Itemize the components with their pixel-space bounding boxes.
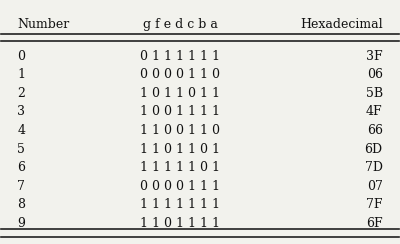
Text: 1 1 0 1 1 1 1: 1 1 0 1 1 1 1 — [140, 217, 220, 230]
Text: 5B: 5B — [366, 87, 383, 100]
Text: 6: 6 — [17, 161, 25, 174]
Text: 0 0 0 0 1 1 0: 0 0 0 0 1 1 0 — [140, 68, 220, 81]
Text: 1 1 1 1 1 0 1: 1 1 1 1 1 0 1 — [140, 161, 220, 174]
Text: 6D: 6D — [364, 142, 383, 155]
Text: 0: 0 — [17, 50, 25, 63]
Text: 0 0 0 0 1 1 1: 0 0 0 0 1 1 1 — [140, 180, 220, 193]
Text: 1 1 0 1 1 0 1: 1 1 0 1 1 0 1 — [140, 142, 220, 155]
Text: 66: 66 — [367, 124, 383, 137]
Text: 1 0 0 1 1 1 1: 1 0 0 1 1 1 1 — [140, 105, 220, 118]
Text: 1: 1 — [17, 68, 25, 81]
Text: 1 1 0 0 1 1 0: 1 1 0 0 1 1 0 — [140, 124, 220, 137]
Text: 7F: 7F — [366, 198, 383, 211]
Text: 7D: 7D — [365, 161, 383, 174]
Text: 6F: 6F — [366, 217, 383, 230]
Text: 1 1 1 1 1 1 1: 1 1 1 1 1 1 1 — [140, 198, 220, 211]
Text: 06: 06 — [367, 68, 383, 81]
Text: g f e d c b a: g f e d c b a — [143, 18, 218, 31]
Text: 9: 9 — [17, 217, 25, 230]
Text: 1 0 1 1 0 1 1: 1 0 1 1 0 1 1 — [140, 87, 220, 100]
Text: 07: 07 — [367, 180, 383, 193]
Text: 8: 8 — [17, 198, 25, 211]
Text: 3F: 3F — [366, 50, 383, 63]
Text: Number: Number — [17, 18, 70, 31]
Text: 4F: 4F — [366, 105, 383, 118]
Text: 2: 2 — [17, 87, 25, 100]
Text: Hexadecimal: Hexadecimal — [300, 18, 383, 31]
Text: 7: 7 — [17, 180, 25, 193]
Text: 5: 5 — [17, 142, 25, 155]
Text: 4: 4 — [17, 124, 25, 137]
Text: 0 1 1 1 1 1 1: 0 1 1 1 1 1 1 — [140, 50, 220, 63]
Text: 3: 3 — [17, 105, 25, 118]
